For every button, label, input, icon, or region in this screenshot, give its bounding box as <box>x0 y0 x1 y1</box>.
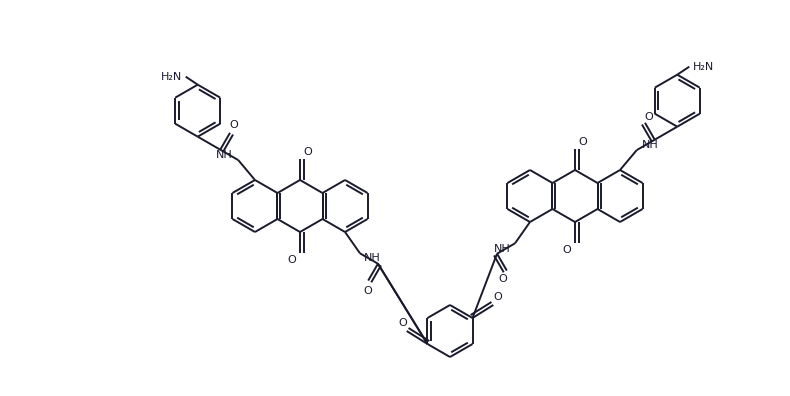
Text: O: O <box>493 292 502 302</box>
Text: O: O <box>498 274 507 284</box>
Text: H₂N: H₂N <box>160 72 182 82</box>
Text: O: O <box>645 112 653 122</box>
Text: O: O <box>364 286 373 295</box>
Text: H₂N: H₂N <box>694 62 714 72</box>
Text: NH: NH <box>364 253 381 263</box>
Text: O: O <box>578 137 588 147</box>
Text: NH: NH <box>495 244 511 254</box>
Text: O: O <box>303 147 312 157</box>
Text: NH: NH <box>216 150 232 160</box>
Text: O: O <box>562 245 571 255</box>
Text: O: O <box>288 255 296 265</box>
Text: NH: NH <box>641 140 659 150</box>
Text: O: O <box>230 120 239 130</box>
Text: O: O <box>398 318 407 328</box>
